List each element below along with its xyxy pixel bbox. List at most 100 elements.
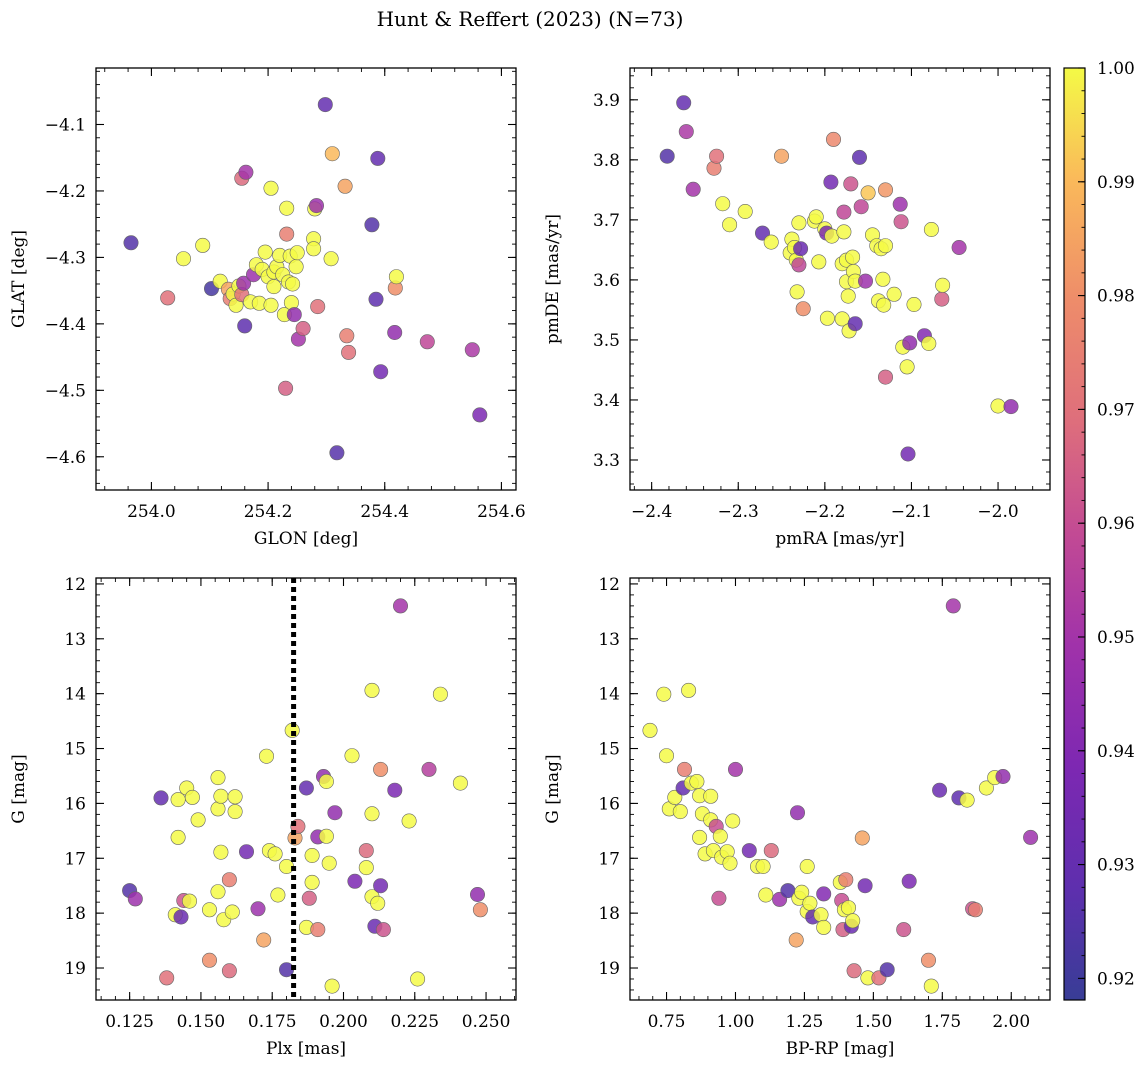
data-point [823,174,839,190]
y-tick-label: 17 [64,849,86,869]
data-point [310,922,326,938]
data-point [263,297,279,313]
data-point [843,176,859,192]
data-point [464,342,480,358]
y-tick-label: 3.9 [593,91,620,111]
data-point [329,445,345,461]
data-point [840,900,856,916]
data-point [324,146,340,162]
data-point [317,97,333,113]
data-point [789,284,805,300]
x-tick-label: 254.2 [244,502,293,522]
data-point [301,890,317,906]
data-point [727,761,743,777]
data-point [995,768,1011,784]
data-point [836,224,852,240]
data-point [318,828,334,844]
data-point [656,686,672,702]
data-point [173,909,189,925]
data-point [846,963,862,979]
data-point [857,878,873,894]
data-point [879,962,895,978]
data-point [923,222,939,238]
data-point [344,748,360,764]
data-point [227,804,243,820]
data-point [816,919,832,935]
data-point [472,407,488,423]
ticks: −2.4 −2.3 −2.2 −2.1 −2.0 3.3 3.4 3.5 3.6 3.7 3.8 3.… [593,68,1051,522]
data-point [213,844,229,860]
data-point [170,829,186,845]
panel-plx-g: 0.125 0.150 0.175 0.200 0.225 0.250 12 13 14 15 16… [9,575,517,1059]
data-point [808,209,824,225]
x-tick-label: −2.3 [718,502,759,522]
colorbar-tick-label: 0.95 [1097,628,1135,648]
panels: 254.0 254.2 254.4 254.6 −4.1 −4.2 −4.3 −4.4 −4.5… [9,67,1051,1059]
data-point [310,299,326,315]
y-tick-label: 16 [598,794,620,814]
data-point [794,884,810,900]
data-point [364,217,380,233]
data-point [795,301,811,317]
axes-frame [95,67,517,491]
data-point [725,813,741,829]
data-point [160,290,176,306]
data-point [773,148,789,164]
y-axis-label: pmDE [mas/yr] [543,214,563,344]
data-point [836,204,852,220]
colorbar-tick-label: 0.96 [1097,514,1135,534]
data-point [266,279,282,295]
data-point [258,748,274,764]
data-point [327,805,343,821]
data-point [347,873,363,889]
x-tick-label: 254.6 [477,502,526,522]
y-tick-label: −4.5 [45,381,86,401]
data-point [755,858,771,874]
colorbar-tick-label: 0.93 [1097,856,1135,876]
data-point [250,901,266,917]
data-point [902,335,918,351]
data-point [127,891,143,907]
data-point [741,843,757,859]
data-point [921,335,937,351]
y-axis-label: G [mag] [543,754,563,823]
data-point [469,886,485,902]
data-point [323,251,339,267]
data-point [737,204,753,220]
data-point [722,855,738,871]
data-point [289,245,305,261]
data-point [813,907,829,923]
data-point [257,244,273,260]
data-point [321,855,337,871]
x-tick-label: 1.25 [785,1012,823,1032]
x-tick-label: 0.150 [177,1012,226,1032]
data-point [703,788,719,804]
data-point [857,273,873,289]
y-axis-label: GLAT [deg] [9,230,29,328]
data-point [358,860,374,876]
data-point [876,297,892,313]
y-tick-label: −4.6 [45,448,86,468]
data-point [900,446,916,462]
data-point [1023,829,1039,845]
data-point [659,148,675,164]
data-point [658,748,674,764]
data-point [295,320,311,336]
x-tick-label: 0.125 [105,1012,154,1032]
data-point [877,182,893,198]
x-tick-label: 0.250 [462,1012,511,1032]
data-point [932,782,948,798]
panel-glon-glat: 254.0 254.2 254.4 254.6 −4.1 −4.2 −4.3 −4.4 −4.5… [9,67,526,549]
y-tick-label: 18 [64,904,86,924]
data-point [221,963,237,979]
data-point [899,359,915,375]
data-point [1003,399,1019,415]
y-tick-label: 15 [598,740,620,760]
data-point [709,148,725,164]
data-point [711,890,727,906]
axes-frame [95,577,517,1001]
data-point [298,780,314,796]
x-tick-label: 1.50 [854,1012,892,1032]
data-point [318,773,334,789]
